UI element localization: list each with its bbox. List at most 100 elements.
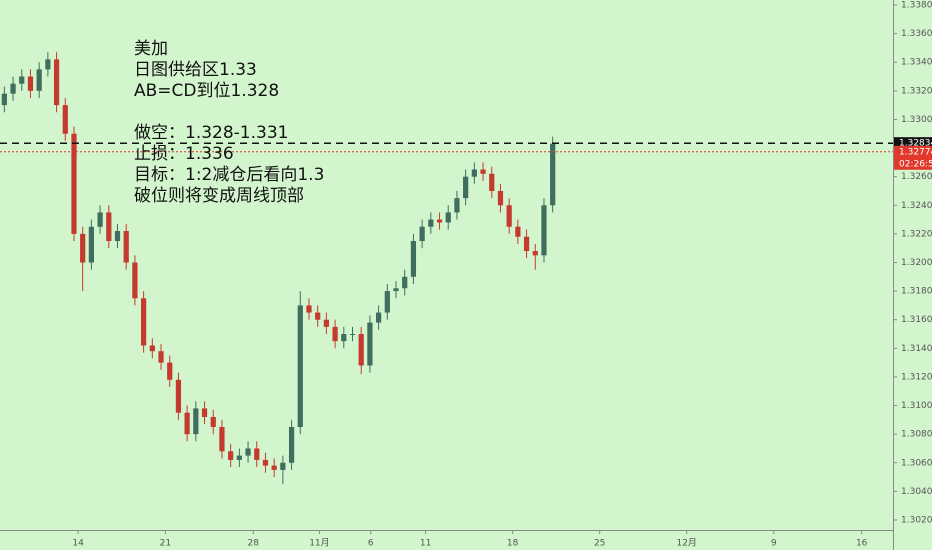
x-tick-label: 11 [420,539,431,549]
x-tick-label: 21 [160,539,171,549]
annotation: 目标：1:2减仓后看向1.3 [134,165,324,185]
candle-body [71,133,77,234]
price-label-box [894,145,932,170]
candle-body [210,416,216,428]
x-tick-label: 14 [72,539,84,549]
annotation: 日图供给区1.33 [134,60,257,80]
candle-body [471,169,477,177]
candle-body [367,322,373,366]
candle-body [271,465,277,470]
candle-body [228,451,234,460]
candle-body [114,231,121,242]
candle-body [149,345,155,352]
candle-body [523,236,530,252]
y-tick-label: 1.31800 [901,287,932,297]
candle-body [245,448,251,456]
candle-body [463,176,469,199]
candle-body [193,408,199,435]
y-tick-label: 1.31600 [901,315,932,325]
candle-body [184,412,190,435]
annotation: 美加 [134,39,168,59]
candle-body [88,226,94,263]
candle-body [358,334,364,366]
candle-body [53,59,60,106]
candle-body [532,251,538,256]
candle-body [489,173,495,191]
candle-body [393,288,399,292]
annotation: 做空：1.328-1.331 [134,123,288,143]
candle-body [123,231,129,263]
candle-body [506,205,512,227]
y-tick-label: 1.32200 [901,229,932,239]
candle-body [410,241,417,277]
y-tick-label: 1.32600 [901,172,932,182]
candle-body [132,262,138,299]
candle-body [323,319,329,327]
candle-body [62,105,68,134]
candle-body [332,326,338,342]
y-tick-label: 1.30600 [901,458,932,468]
y-tick-label: 1.33000 [901,115,932,125]
candle-body [297,305,303,428]
y-tick-label: 1.33400 [901,58,932,68]
candle-body [384,291,390,313]
y-tick-label: 1.32000 [901,258,932,268]
candle-body [175,379,182,413]
y-tick-label: 1.33600 [901,29,932,39]
x-tick-label: 12月 [676,538,696,549]
candle-body [376,312,382,323]
candle-body [349,334,356,336]
y-tick-label: 1.31000 [901,401,932,411]
candle-body [27,76,34,91]
annotation: 破位则将变成周线顶部 [134,186,304,206]
candle-body [219,427,225,452]
candle-body [419,226,425,242]
candle-body [262,459,269,466]
candle-body [541,205,547,256]
y-tick-label: 1.33200 [901,86,932,96]
candle-body [45,59,51,70]
x-tick-label: 25 [594,539,605,549]
y-tick-label: 1.30200 [901,515,932,525]
x-tick-label: 28 [248,539,260,549]
candle-body [428,219,434,227]
annotation: AB=CD到位1.328 [134,81,279,101]
candle-body [254,448,260,460]
price-label: 1.32834 [899,139,932,149]
candle-body [341,334,347,342]
candle-body [167,362,173,380]
candle-body [19,76,25,84]
candle-body [280,462,286,470]
candle-body [288,427,295,463]
candle-body [236,455,242,460]
candle-body [97,212,103,227]
candle-body [201,408,208,417]
y-tick-label: 1.30400 [901,487,932,497]
candle-body [36,69,42,91]
candle-body [515,226,521,237]
y-tick-label: 1.33800 [901,1,932,11]
annotation: 止损：1.336 [134,144,234,164]
candle-body [497,190,504,206]
countdown-label: 02:26:55 [899,159,932,169]
candle-body [306,305,312,313]
candle-body [80,233,86,263]
x-tick-label: 11月 [309,538,329,549]
candle-body [106,212,112,242]
candle-body [141,298,147,346]
y-tick-label: 1.30800 [901,430,932,440]
candle-body [550,143,556,206]
y-tick-label: 1.31200 [901,372,932,382]
candle-body [445,212,451,223]
candle-body [454,198,460,213]
candle-body [402,276,408,289]
price-label: 1.32774 [899,147,932,157]
candle-body [158,351,164,363]
x-tick-label: 16 [856,539,868,549]
y-tick-label: 1.32400 [901,201,932,211]
x-tick-label: 6 [368,539,374,549]
x-tick-label: 18 [507,539,519,549]
candle-body [10,83,16,94]
